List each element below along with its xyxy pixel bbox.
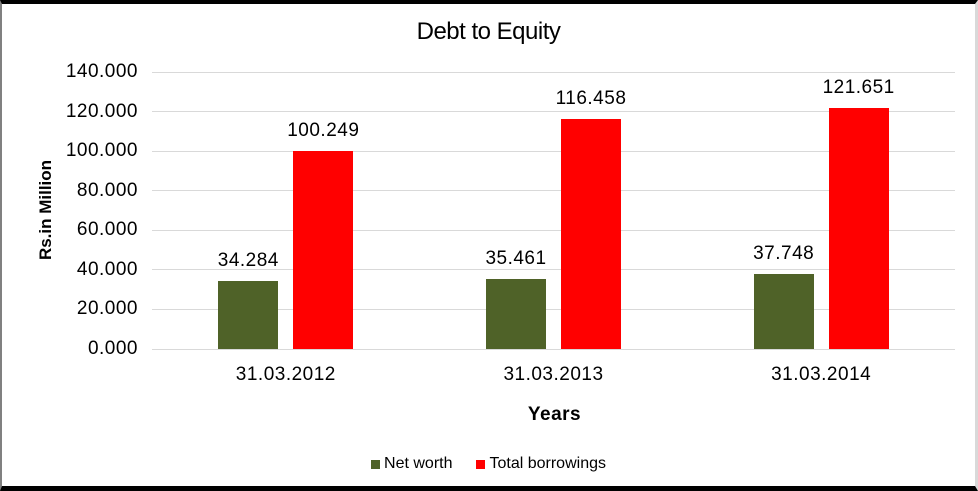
gridline	[152, 190, 955, 192]
legend: Net worth Total borrowings	[2, 455, 975, 473]
y-axis-tick-label: 80.000	[76, 179, 138, 201]
y-axis-tick-label: 100.000	[65, 140, 138, 162]
bar-value-label: 116.458	[555, 87, 627, 109]
bar-net-worth	[486, 278, 546, 349]
x-axis-category-label: 31.03.2012	[235, 364, 336, 385]
y-axis-title: Rs.in Million	[36, 159, 55, 261]
legend-label: Total borrowings	[489, 455, 606, 472]
legend-item-net-worth: Net worth	[371, 455, 452, 473]
gridline	[152, 229, 955, 231]
bar-total-borrowings	[293, 150, 354, 349]
bar-total-borrowings	[828, 108, 889, 349]
y-axis-tick-label: 20.000	[76, 298, 138, 320]
chart-area: Debt to Equity Rs.in Million Years Net w…	[2, 4, 975, 486]
bar-net-worth	[753, 274, 814, 349]
bar-total-borrowings	[561, 118, 621, 349]
chart-title: Debt to Equity	[416, 18, 561, 45]
y-axis-tick-label: 40.000	[76, 258, 138, 280]
plot-area	[152, 71, 955, 350]
x-axis-title: Years	[527, 404, 582, 425]
y-axis-tick-label: 140.000	[65, 61, 138, 82]
gridline	[152, 111, 955, 113]
bar-value-label: 121.651	[822, 77, 895, 99]
gridline	[152, 348, 955, 350]
bar-value-label: 35.461	[485, 247, 547, 269]
legend-swatch-total-borrowings	[476, 459, 486, 469]
gridline	[152, 71, 955, 73]
legend-item-total-borrowings: Total borrowings	[476, 455, 606, 473]
legend-label: Net worth	[384, 455, 453, 472]
gridline	[152, 269, 955, 271]
legend-swatch-net-worth	[371, 459, 381, 469]
x-axis-category-label: 31.03.2014	[771, 364, 872, 385]
gridline	[152, 150, 955, 152]
gridline	[152, 308, 955, 310]
y-axis-tick-label: 0.000	[87, 338, 138, 359]
bar-value-label: 34.284	[217, 250, 279, 272]
x-axis-category-label: 31.03.2013	[503, 364, 604, 385]
bar-net-worth	[218, 281, 279, 349]
y-axis-tick-label: 60.000	[76, 219, 138, 241]
bar-value-label: 37.748	[753, 243, 815, 265]
y-axis-tick-label: 120.000	[65, 100, 138, 122]
bar-value-label: 100.249	[287, 119, 360, 141]
